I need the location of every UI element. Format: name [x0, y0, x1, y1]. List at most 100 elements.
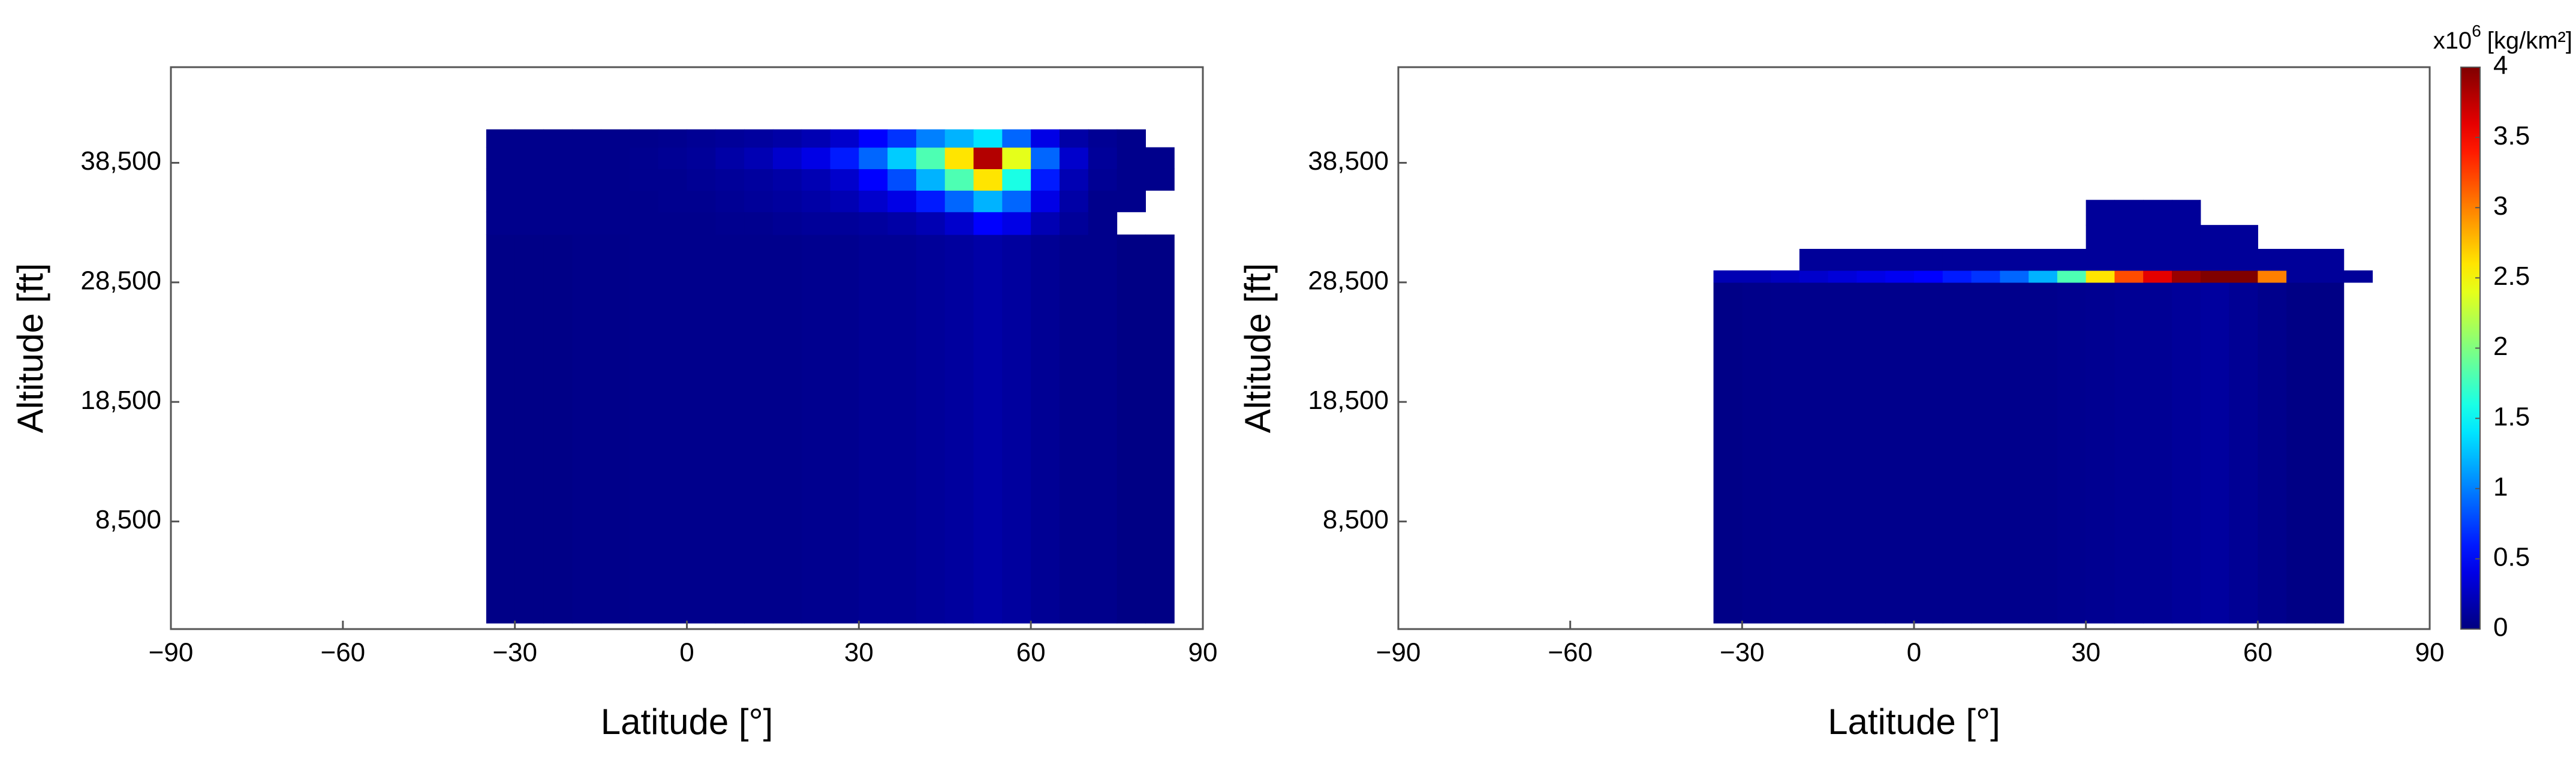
heat-cell	[2286, 249, 2316, 271]
heat-cell	[916, 234, 946, 624]
x-tick-label: 30	[2071, 638, 2100, 667]
heat-cell	[2086, 200, 2115, 225]
heat-cell	[772, 234, 802, 624]
heat-cell	[2229, 249, 2258, 271]
heat-cell	[859, 234, 888, 624]
heat-cell	[543, 147, 573, 170]
heat-cell	[715, 190, 745, 212]
heat-cell	[1088, 147, 1118, 170]
heat-cell	[887, 234, 917, 624]
colorbar-tick-label: 4	[2493, 51, 2508, 80]
y-tick-label: 38,500	[1308, 146, 1389, 176]
heat-cell	[658, 147, 688, 170]
heat-cell	[1942, 282, 1972, 624]
heat-cell	[944, 190, 974, 212]
heat-cell	[1088, 212, 1118, 235]
heat-cell	[1971, 282, 2000, 624]
colorbar-tick-label: 1	[2493, 472, 2508, 501]
heat-cell	[572, 234, 601, 624]
heat-cell	[572, 212, 601, 235]
heat-cell	[830, 147, 859, 170]
x-axis-label: Latitude [°]	[1828, 702, 2000, 742]
heat-cell	[1914, 282, 1943, 624]
heat-cell	[2143, 282, 2172, 624]
heat-cell	[514, 147, 544, 170]
heat-cell	[658, 190, 688, 212]
heat-cell	[2200, 282, 2230, 624]
y-tick-label: 8,500	[95, 505, 161, 534]
heat-cell	[2114, 225, 2144, 249]
colorbar-tick-label: 2.5	[2493, 261, 2530, 291]
heat-cell	[973, 234, 1003, 624]
heat-cell	[514, 212, 544, 235]
x-tick-label: 0	[1907, 638, 1921, 667]
heat-cell	[601, 190, 630, 212]
heat-cell	[2000, 282, 2029, 624]
heat-cell	[1856, 249, 1886, 271]
heat-cell	[2086, 282, 2115, 624]
heat-cell	[1031, 169, 1060, 191]
heat-cell	[887, 147, 917, 170]
heat-cell	[2143, 225, 2172, 249]
colorbar-tick-label: 1.5	[2493, 402, 2530, 431]
heat-cell	[2114, 270, 2144, 283]
y-axis-label: Altitude [ft]	[1238, 263, 1278, 433]
heat-cell	[1002, 129, 1031, 148]
heat-cell	[944, 212, 974, 235]
y-tick-label: 18,500	[1308, 386, 1389, 415]
heat-cell	[887, 129, 917, 148]
heat-cell	[801, 129, 831, 148]
heat-cell	[2114, 200, 2144, 225]
x-tick-label: 60	[2243, 638, 2273, 667]
heat-cell	[601, 147, 630, 170]
heat-cell	[2315, 270, 2345, 283]
y-tick-label: 28,500	[1308, 266, 1389, 295]
x-tick-label: 60	[1016, 638, 1046, 667]
heat-cell	[830, 234, 859, 624]
colorbar-tick-label: 3	[2493, 191, 2508, 221]
heat-cell	[1117, 234, 1146, 624]
heat-cell	[944, 234, 974, 624]
heat-cell	[543, 212, 573, 235]
heat-cell	[2057, 249, 2087, 271]
heat-cell	[973, 212, 1003, 235]
heat-cell	[2229, 270, 2258, 283]
x-tick-label: −30	[492, 638, 537, 667]
heat-cell	[1971, 270, 2000, 283]
heat-cell	[1088, 190, 1118, 212]
heat-cell	[1885, 249, 1915, 271]
heat-cell	[744, 169, 774, 191]
heat-cell	[1031, 129, 1060, 148]
heat-cell	[744, 129, 774, 148]
heat-cell	[744, 190, 774, 212]
heat-cell	[1942, 249, 1972, 271]
heat-cell	[2057, 270, 2087, 283]
heat-cell	[2200, 249, 2230, 271]
heat-cell	[2229, 225, 2258, 249]
heat-cell	[1088, 129, 1118, 148]
heat-cell	[2172, 270, 2201, 283]
heat-cell	[744, 147, 774, 170]
heat-cell	[1059, 212, 1089, 235]
heat-cell	[887, 169, 917, 191]
heat-cell	[887, 212, 917, 235]
heat-cell	[514, 169, 544, 191]
heat-cell	[916, 147, 946, 170]
heat-cell	[1856, 270, 1886, 283]
heat-cell	[629, 129, 659, 148]
heat-cell	[2086, 270, 2115, 283]
colorbar-label-base: x10	[2433, 28, 2472, 54]
heat-cell	[1885, 282, 1915, 624]
heat-cell	[1088, 169, 1118, 191]
heat-cell	[2029, 282, 2058, 624]
heat-cell	[1117, 190, 1146, 212]
heat-cell	[887, 190, 917, 212]
heat-cell	[543, 234, 573, 624]
y-tick-label: 28,500	[80, 266, 161, 295]
colorbar-tick-label: 0	[2493, 613, 2508, 642]
heat-cell	[1117, 129, 1146, 148]
heat-cell	[2172, 282, 2201, 624]
heat-cell	[2000, 249, 2029, 271]
heat-cell	[2315, 249, 2345, 271]
heat-cell	[1713, 282, 1743, 624]
